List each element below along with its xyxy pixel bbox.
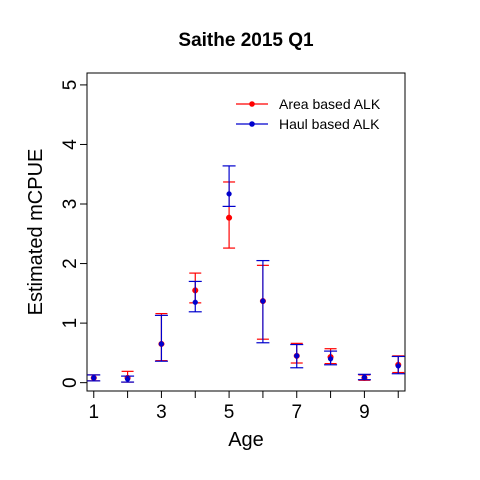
data-point [192, 299, 198, 305]
y-tick-label: 0 [60, 377, 81, 388]
y-tick-label: 2 [60, 258, 81, 269]
y-tick-label: 1 [60, 318, 81, 329]
x-tick-label: 3 [156, 402, 167, 423]
x-axis: 1 3 5 7 9 [88, 390, 399, 423]
data-point [361, 374, 368, 380]
y-axis: 0 1 2 3 4 5 [60, 80, 88, 388]
x-tick-label: 1 [88, 402, 99, 423]
legend-label: Haul based ALK [279, 116, 380, 132]
data-point [294, 353, 300, 359]
data-point [226, 214, 233, 221]
data-point [327, 356, 334, 362]
data-point [226, 191, 232, 197]
data-point [395, 363, 401, 369]
y-tick-label: 4 [60, 139, 81, 150]
data-point [124, 376, 131, 382]
x-tick-label: 5 [224, 402, 235, 423]
chart-title: Saithe 2015 Q1 [178, 30, 314, 51]
legend-marker [249, 121, 255, 127]
x-axis-label: Age [228, 429, 264, 451]
data-point [91, 375, 97, 381]
series-layer [87, 165, 405, 383]
series-haul-based [87, 165, 405, 383]
series-area-based [87, 181, 405, 383]
y-axis-label: Estimated mCPUE [25, 149, 47, 316]
legend: Area based ALK Haul based ALK [236, 96, 381, 132]
data-point [158, 341, 165, 347]
x-tick-label: 9 [359, 402, 370, 423]
legend-label: Area based ALK [279, 96, 381, 112]
legend-marker [249, 101, 255, 107]
x-tick-label: 7 [291, 402, 302, 423]
data-point [260, 298, 266, 304]
y-tick-label: 5 [60, 80, 81, 91]
y-tick-label: 3 [60, 199, 81, 210]
